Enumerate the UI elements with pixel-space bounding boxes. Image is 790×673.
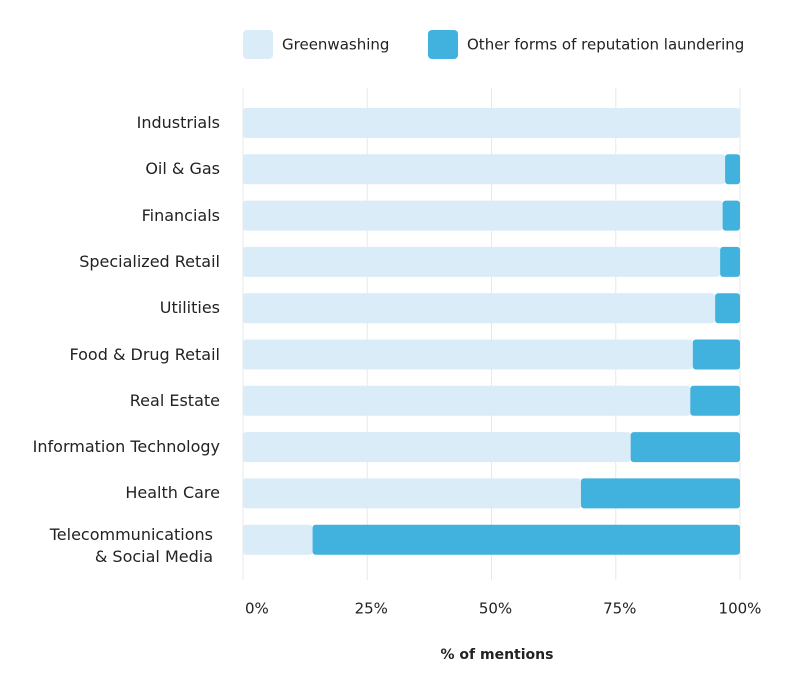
bar-segment bbox=[692, 339, 740, 370]
bar-segment bbox=[243, 478, 581, 509]
x-tick-label: 0% bbox=[245, 600, 269, 618]
bar-segment bbox=[690, 385, 740, 416]
y-tick-label: Financials bbox=[141, 205, 220, 225]
y-tick-label: Specialized Retail bbox=[79, 251, 220, 271]
legend-label: Other forms of reputation laundering bbox=[467, 36, 744, 54]
bar-segment bbox=[720, 246, 740, 277]
bar-segment bbox=[243, 200, 723, 231]
bar-segment bbox=[243, 385, 691, 416]
bar-segment bbox=[312, 524, 740, 555]
legend-swatch bbox=[428, 30, 458, 59]
y-tick-label: Industrials bbox=[136, 113, 220, 132]
bar-segment bbox=[243, 108, 740, 138]
x-axis-title: % of mentions bbox=[441, 647, 554, 663]
bar-segment bbox=[725, 154, 740, 185]
bar-segment bbox=[630, 432, 740, 463]
bar-segment bbox=[243, 246, 721, 277]
x-tick-label: 75% bbox=[603, 600, 636, 618]
bar-segment bbox=[722, 200, 740, 231]
bar-segment bbox=[243, 432, 631, 463]
bar-segment bbox=[243, 339, 693, 370]
bar-segment bbox=[243, 154, 726, 185]
x-tick-label: 50% bbox=[479, 600, 512, 618]
y-tick-label: Utilities bbox=[159, 298, 220, 318]
x-tick-label: 25% bbox=[355, 600, 388, 618]
legend-label: Greenwashing bbox=[282, 36, 389, 54]
bar-segment bbox=[580, 478, 740, 509]
y-tick-label: Real Estate bbox=[129, 390, 220, 410]
legend-swatch bbox=[243, 30, 273, 59]
x-tick-label: 100% bbox=[719, 600, 762, 618]
y-tick-label: Telecommunications & Social Media bbox=[49, 524, 213, 566]
bar-segment bbox=[243, 524, 313, 555]
y-tick-label: Oil & Gas bbox=[145, 159, 220, 179]
y-tick-label: Food & Drug Retail bbox=[69, 344, 220, 364]
bar-segment bbox=[715, 293, 740, 324]
y-tick-label: Health Care bbox=[125, 483, 220, 503]
bar-segment bbox=[243, 293, 716, 324]
y-tick-label: Information Technology bbox=[32, 437, 220, 457]
